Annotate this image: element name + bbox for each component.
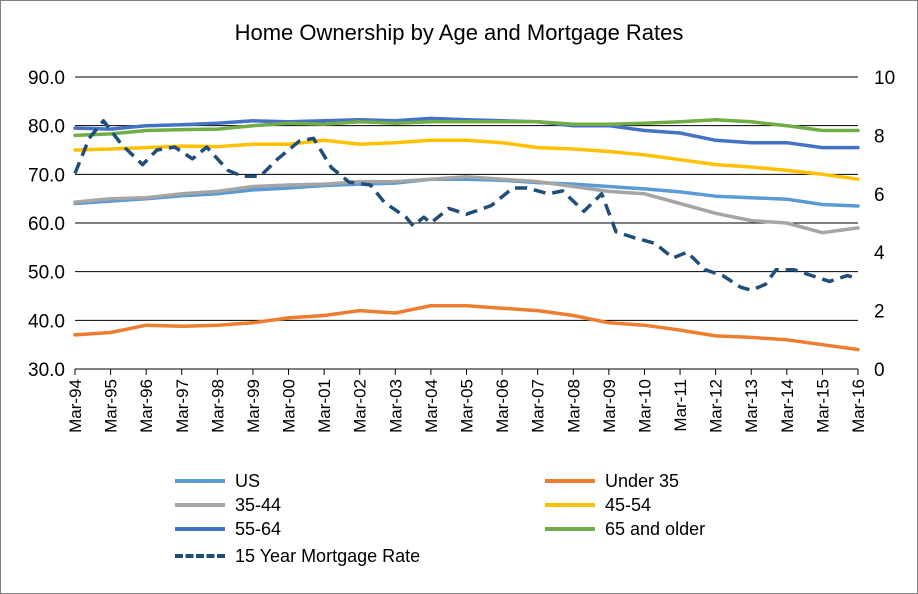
- x-tick-label: Mar-98: [208, 379, 227, 433]
- series-line-15-year-mortgage-rate: [73, 119, 859, 292]
- x-tick-label: Mar-00: [280, 379, 299, 433]
- chart-title: Home Ownership by Age and Mortgage Rates: [234, 20, 684, 45]
- x-tick-label: Mar-99: [244, 379, 263, 433]
- y-right-tick-label: 6: [874, 185, 885, 206]
- x-tick-label: Mar-05: [458, 379, 477, 433]
- series-line-55-64: [73, 116, 860, 150]
- x-tick-label: Mar-09: [600, 379, 619, 433]
- x-tick-label: Mar-03: [386, 379, 405, 433]
- x-tick-label: Mar-11: [671, 379, 690, 432]
- y-right-tick-label: 2: [874, 302, 885, 323]
- x-tick-label: Mar-01: [315, 379, 334, 433]
- x-tick-label: Mar-08: [564, 379, 583, 433]
- y-right-tick-label: 4: [874, 243, 885, 264]
- x-tick-label: Mar-02: [351, 379, 370, 433]
- y-left-tick-label: 30.0: [28, 360, 65, 381]
- x-tick-label: Mar-04: [422, 379, 441, 433]
- x-tick-label: Mar-12: [707, 379, 726, 433]
- series-line-65-and-older: [73, 118, 860, 138]
- y-right-tick-label: 8: [874, 126, 885, 147]
- x-tick-label: Mar-13: [742, 379, 761, 433]
- x-tick-label: Mar-07: [529, 379, 548, 433]
- y-left-tick-label: 80.0: [28, 117, 65, 138]
- x-tick-label: Mar-06: [493, 379, 512, 433]
- y-left-tick-label: 50.0: [28, 263, 65, 284]
- x-tick-label: Mar-14: [778, 379, 797, 433]
- y-left-tick-label: 40.0: [28, 311, 65, 332]
- x-tick-label: Mar-97: [173, 379, 192, 433]
- x-tick-label: Mar-10: [635, 379, 654, 433]
- x-tick-label: Mar-96: [137, 379, 156, 433]
- series-line-us: [73, 177, 860, 208]
- y-left-tick-label: 70.0: [28, 165, 65, 186]
- x-tick-label: Mar-94: [66, 379, 85, 433]
- series-line-35-44: [73, 175, 860, 235]
- y-right-tick-label: 0: [874, 360, 885, 381]
- x-tick-label: Mar-95: [102, 379, 121, 433]
- y-right-tick-label: 10: [874, 68, 895, 89]
- x-tick-label: Mar-16: [849, 379, 868, 433]
- y-left-tick-label: 90.0: [28, 68, 65, 89]
- x-tick-label: Mar-15: [813, 379, 832, 433]
- y-left-tick-label: 60.0: [28, 214, 65, 235]
- series-line-under-35: [73, 303, 860, 352]
